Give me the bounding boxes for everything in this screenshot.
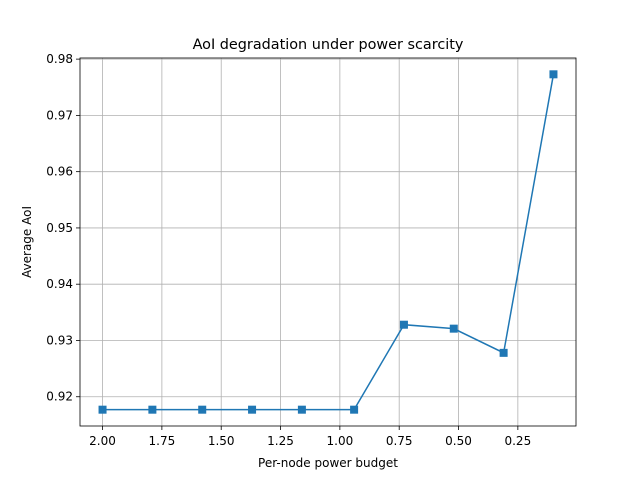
data-line <box>102 74 555 411</box>
plot-frame <box>79 57 577 427</box>
y-tick-label: 0.98 <box>46 52 73 66</box>
x-tick-label: 0.75 <box>386 434 413 448</box>
x-tick-label: 0.50 <box>445 434 472 448</box>
y-tick-label: 0.92 <box>46 390 73 404</box>
data-point <box>549 70 558 79</box>
data-point <box>350 405 359 414</box>
x-tick-label: 1.25 <box>267 434 294 448</box>
data-point <box>499 348 508 357</box>
y-tick-label: 0.97 <box>46 108 73 122</box>
data-point <box>399 320 408 329</box>
chart-title: AoI degradation under power scarcity <box>193 37 464 53</box>
data-point <box>98 405 107 414</box>
y-tick-label: 0.95 <box>46 221 73 235</box>
x-tick-label: 1.50 <box>208 434 235 448</box>
x-tick-label: 0.25 <box>504 434 531 448</box>
y-axis-label: Average AoI <box>20 206 34 278</box>
x-tick-label: 2.00 <box>89 434 116 448</box>
y-tick-label: 0.96 <box>46 165 73 179</box>
data-point <box>248 405 257 414</box>
x-axis-label: Per-node power budget <box>258 456 398 470</box>
data-point <box>449 324 458 333</box>
x-tick-label: 1.75 <box>149 434 176 448</box>
y-tick-label: 0.93 <box>46 333 73 347</box>
y-tick-label: 0.94 <box>46 277 73 291</box>
data-point <box>297 405 306 414</box>
data-point <box>148 405 157 414</box>
data-point <box>198 405 207 414</box>
x-tick-label: 1.00 <box>327 434 354 448</box>
